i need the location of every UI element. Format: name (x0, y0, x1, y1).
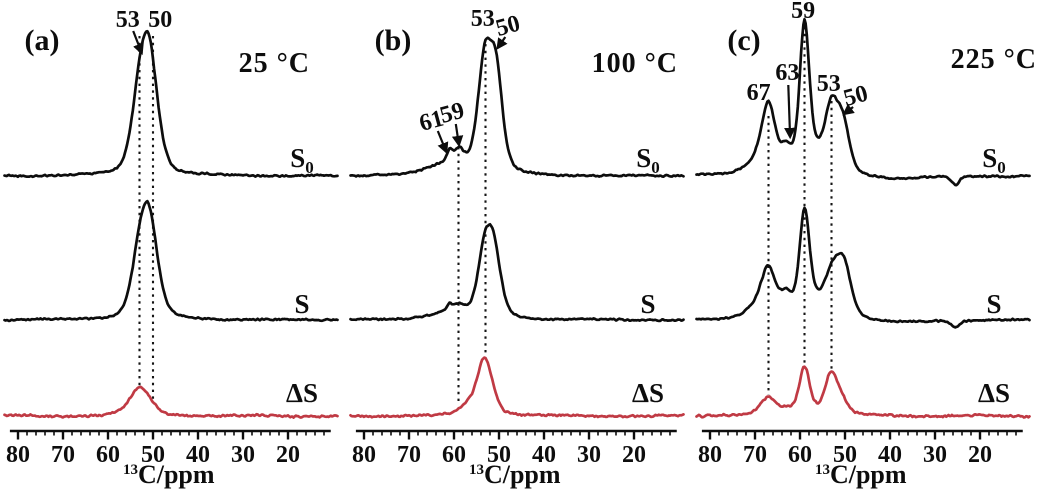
x-axis-title-main: C/ppm (830, 460, 907, 489)
tick-label-30: 30 (577, 442, 601, 468)
x-axis-title: 13C/ppm (469, 460, 561, 489)
peak-label-53: 53 (817, 71, 841, 97)
trace-label-S0: S0 (290, 143, 314, 177)
guide-lines (767, 27, 833, 395)
peak-arrow-59 (451, 123, 464, 148)
tick-label-30: 30 (923, 442, 947, 468)
trace-label-main: S (986, 289, 1001, 319)
trace-label-main: S (294, 289, 309, 319)
trace-signal-spectrum (349, 222, 685, 323)
tick-label-50: 50 (833, 442, 857, 468)
trace-label-main: S (640, 289, 655, 319)
x-axis-title-main: C/ppm (484, 460, 561, 489)
trace-signal-spectrum (695, 206, 1031, 329)
peak-arrow-50 (842, 103, 855, 116)
trace-label-main: ΔS (632, 378, 664, 408)
x-axis-title-superscript: 13 (815, 462, 830, 478)
trace-label-ΔS: ΔS (286, 378, 318, 408)
tick-label-40: 40 (186, 442, 210, 468)
trace-label-main: ΔS (286, 378, 318, 408)
peak-label-50: 50 (841, 81, 871, 112)
trace-label-S0: S0 (982, 143, 1006, 177)
tick-label-40: 40 (532, 442, 556, 468)
trace-label-S: S (986, 289, 1001, 319)
trace-label-S: S (294, 289, 309, 319)
trace-reference-spectrum (695, 17, 1031, 187)
temperature-label: 100 °C (592, 48, 678, 79)
trace-label-main: S (636, 143, 651, 173)
panel-a-container: 80 70 60 50 40 30 20 13C/ppm S0 S ΔS (a) 25 °C 53 50 (0, 0, 346, 490)
peak-arrow-50 (496, 36, 508, 50)
peak-label-50: 50 (148, 7, 172, 33)
x-axis-title: 13C/ppm (815, 460, 907, 489)
trace-label-subscript: 0 (305, 158, 314, 177)
tick-label-70: 70 (743, 442, 767, 468)
temperature-label: 225 °C (951, 44, 1037, 75)
x-axis-title-superscript: 13 (123, 462, 138, 478)
panel-b-container: 80 70 60 50 40 30 20 13C/ppm S0 S ΔS (b) 100 °C 53 50 6… (346, 0, 692, 490)
tick-label-20: 20 (622, 442, 646, 468)
tick-label-60: 60 (442, 442, 466, 468)
tick-label-80: 80 (352, 442, 376, 468)
panel-c-container: 80 70 60 50 40 30 20 13C/ppm S0 S ΔS (c) 225 °C 67 63 5… (692, 0, 1039, 490)
x-axis: 80 70 60 50 40 30 20 13C/ppm (6, 429, 331, 489)
tick-label-70: 70 (397, 442, 421, 468)
x-axis-title-superscript: 13 (469, 462, 484, 478)
peak-arrow-61 (436, 130, 449, 155)
panel-letter: (b) (375, 24, 412, 57)
trace-difference-spectrum (3, 385, 339, 419)
trace-label-ΔS: ΔS (632, 378, 664, 408)
peak-label-59: 59 (791, 0, 815, 24)
guide-lines (457, 44, 487, 405)
tick-label-80: 80 (698, 442, 722, 468)
tick-label-20: 20 (276, 442, 300, 468)
tick-label-60: 60 (788, 442, 812, 468)
trace-signal-spectrum (3, 199, 339, 323)
peak-arrow-63 (784, 84, 796, 140)
panel-letter: (c) (727, 24, 760, 57)
peak-label-59: 59 (437, 98, 467, 129)
panel-letter: (a) (25, 24, 60, 57)
guide-lines (138, 36, 155, 400)
trace-label-S0: S0 (636, 143, 660, 177)
tick-label-30: 30 (231, 442, 255, 468)
trace-difference-spectrum (695, 365, 1031, 419)
tick-label-20: 20 (968, 442, 992, 468)
peak-label-50: 50 (493, 11, 523, 42)
trace-label-subscript: 0 (997, 158, 1006, 177)
trace-label-ΔS: ΔS (978, 378, 1010, 408)
x-axis: 80 70 60 50 40 30 20 13C/ppm (352, 429, 677, 489)
peak-arrow-53 (132, 30, 144, 56)
trace-label-main: S (290, 143, 305, 173)
tick-label-80: 80 (6, 442, 30, 468)
trace-reference-spectrum (3, 29, 339, 179)
peak-label-53: 53 (471, 6, 495, 32)
trace-label-S: S (640, 289, 655, 319)
trace-label-main: S (982, 143, 997, 173)
peak-label-63: 63 (775, 60, 799, 86)
tick-label-70: 70 (51, 442, 75, 468)
peak-label-67: 67 (747, 80, 771, 106)
x-axis: 80 70 60 50 40 30 20 13C/ppm (698, 429, 1023, 489)
tick-label-50: 50 (141, 442, 165, 468)
tick-label-50: 50 (487, 442, 511, 468)
trace-difference-spectrum (349, 356, 685, 419)
peak-label-53: 53 (116, 7, 140, 33)
tick-label-40: 40 (878, 442, 902, 468)
trace-reference-spectrum (349, 36, 685, 179)
temperature-label: 25 °C (239, 48, 310, 79)
tick-label-60: 60 (96, 442, 120, 468)
x-axis-title: 13C/ppm (123, 460, 215, 489)
trace-label-main: ΔS (978, 378, 1010, 408)
x-axis-title-main: C/ppm (138, 460, 215, 489)
trace-label-subscript: 0 (651, 158, 660, 177)
